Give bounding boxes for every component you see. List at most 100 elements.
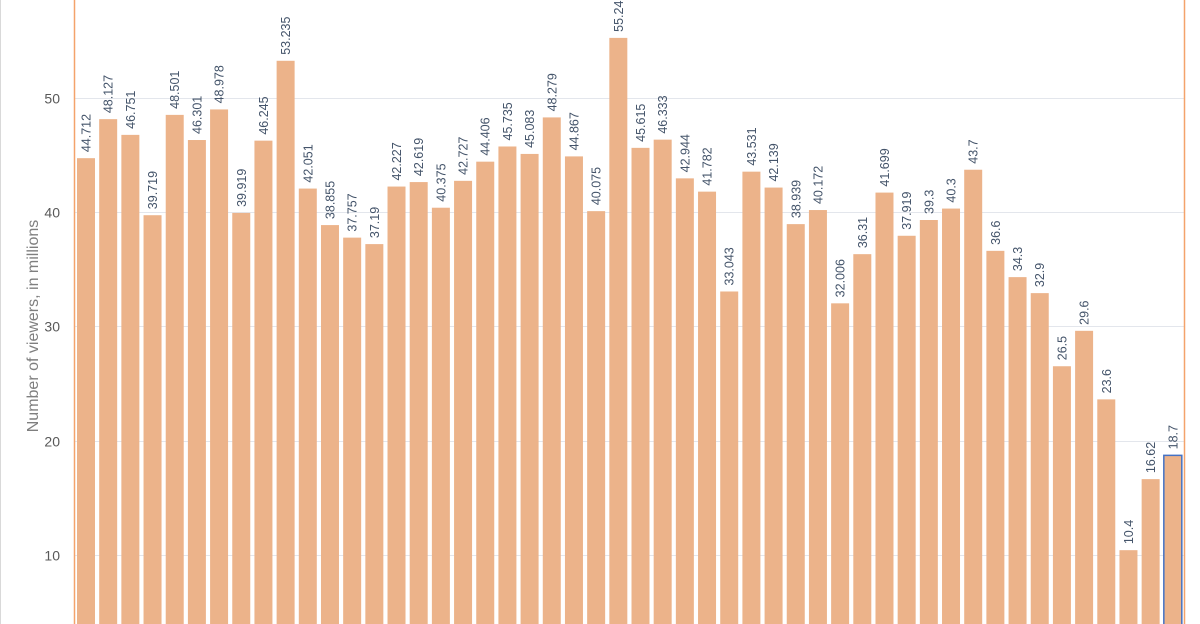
data-label: 39.919 bbox=[235, 169, 249, 207]
bar[interactable] bbox=[187, 140, 206, 624]
bar[interactable] bbox=[409, 182, 428, 624]
bar[interactable] bbox=[254, 140, 273, 624]
data-label: 38.939 bbox=[789, 180, 803, 218]
data-label: 48.501 bbox=[168, 71, 182, 109]
bar[interactable] bbox=[520, 153, 539, 624]
bar[interactable] bbox=[609, 37, 628, 624]
bar[interactable] bbox=[298, 188, 317, 624]
bar[interactable] bbox=[387, 186, 406, 624]
data-label: 43.7 bbox=[967, 139, 981, 163]
bar[interactable] bbox=[631, 147, 650, 624]
y-axis-label: Number of viewers, in millions bbox=[25, 220, 42, 433]
bar[interactable] bbox=[675, 178, 694, 624]
bar[interactable] bbox=[919, 219, 938, 624]
data-label: 40.3 bbox=[945, 178, 959, 202]
bar[interactable] bbox=[320, 225, 339, 624]
data-label: 46.245 bbox=[257, 96, 271, 134]
data-label: 48.127 bbox=[102, 75, 116, 113]
bar[interactable] bbox=[210, 109, 229, 624]
bar[interactable] bbox=[698, 191, 717, 624]
data-label: 42.051 bbox=[301, 144, 315, 182]
data-label: 40.172 bbox=[811, 166, 825, 204]
data-label: 33.043 bbox=[723, 247, 737, 285]
data-label: 55.24 bbox=[612, 1, 626, 32]
bar[interactable] bbox=[276, 60, 295, 624]
bar[interactable] bbox=[720, 291, 739, 624]
data-label: 41.782 bbox=[701, 147, 715, 185]
data-label: 46.333 bbox=[656, 95, 670, 133]
bar[interactable] bbox=[498, 146, 517, 624]
bar[interactable] bbox=[986, 250, 1005, 624]
data-label: 32.006 bbox=[834, 259, 848, 297]
data-label: 43.531 bbox=[745, 127, 759, 165]
bar[interactable] bbox=[165, 114, 184, 624]
data-label: 39.719 bbox=[146, 171, 160, 209]
bar[interactable] bbox=[1119, 550, 1138, 624]
bar[interactable] bbox=[964, 169, 983, 624]
bar[interactable] bbox=[1097, 399, 1116, 624]
bar[interactable] bbox=[1052, 366, 1071, 624]
bar[interactable] bbox=[143, 215, 162, 624]
bar[interactable] bbox=[1141, 479, 1160, 624]
bars bbox=[77, 37, 1183, 624]
y-tick-label: 10 bbox=[44, 548, 60, 564]
y-tick-label: 40 bbox=[44, 205, 60, 221]
bar[interactable] bbox=[431, 207, 450, 624]
y-tick-label: 30 bbox=[44, 319, 60, 335]
bar[interactable] bbox=[764, 187, 783, 624]
bar[interactable] bbox=[365, 244, 384, 624]
bar[interactable] bbox=[121, 134, 140, 624]
bar[interactable] bbox=[1075, 330, 1094, 624]
bar[interactable] bbox=[77, 158, 95, 624]
data-label: 23.6 bbox=[1100, 369, 1114, 393]
data-label: 36.31 bbox=[856, 217, 870, 248]
data-label: 40.075 bbox=[590, 167, 604, 205]
y-axis-ticks: 10 20 30 40 50 bbox=[44, 91, 60, 564]
bar[interactable] bbox=[1163, 454, 1183, 624]
bar[interactable] bbox=[542, 117, 561, 624]
data-labels: 44.712 48.127 46.751 39.719 48.501 46.301 48.9… bbox=[80, 1, 1181, 545]
data-label: 45.615 bbox=[634, 104, 648, 142]
bar[interactable] bbox=[875, 192, 894, 624]
bar[interactable] bbox=[653, 139, 672, 624]
data-label: 32.9 bbox=[1033, 263, 1047, 287]
y-tick-label: 20 bbox=[44, 434, 60, 450]
bar[interactable] bbox=[897, 235, 916, 624]
data-label: 38.855 bbox=[323, 181, 337, 219]
bar[interactable] bbox=[1008, 277, 1027, 624]
data-label: 42.139 bbox=[767, 143, 781, 181]
bar[interactable] bbox=[476, 161, 495, 624]
data-label: 42.619 bbox=[412, 138, 426, 176]
bar[interactable] bbox=[786, 224, 805, 624]
data-label: 10.4 bbox=[1122, 520, 1136, 544]
data-label: 46.301 bbox=[190, 96, 204, 134]
data-label: 41.699 bbox=[878, 148, 892, 186]
bar[interactable] bbox=[587, 211, 606, 624]
bar[interactable] bbox=[1030, 293, 1049, 624]
bar[interactable] bbox=[232, 212, 251, 624]
bar[interactable] bbox=[808, 210, 827, 624]
data-label: 16.62 bbox=[1144, 442, 1158, 473]
data-label: 42.944 bbox=[678, 134, 692, 172]
data-label: 46.751 bbox=[124, 91, 138, 129]
bar[interactable] bbox=[831, 303, 850, 624]
bar[interactable] bbox=[343, 237, 362, 624]
data-label: 37.919 bbox=[900, 191, 914, 229]
data-label: 37.757 bbox=[346, 193, 360, 231]
bar[interactable] bbox=[454, 180, 473, 624]
data-label: 45.083 bbox=[523, 110, 537, 148]
data-label: 42.727 bbox=[457, 137, 471, 175]
bar[interactable] bbox=[742, 171, 761, 624]
data-label: 44.867 bbox=[567, 112, 581, 150]
data-label: 45.735 bbox=[501, 102, 515, 140]
bar[interactable] bbox=[564, 156, 583, 624]
data-label: 53.235 bbox=[279, 17, 293, 55]
bar[interactable] bbox=[853, 254, 872, 624]
data-label: 40.375 bbox=[434, 163, 448, 201]
y-tick-label: 50 bbox=[44, 91, 60, 107]
data-label: 44.712 bbox=[80, 114, 94, 152]
bar[interactable] bbox=[942, 208, 961, 624]
bar[interactable] bbox=[99, 119, 118, 624]
data-label: 18.7 bbox=[1166, 425, 1180, 449]
